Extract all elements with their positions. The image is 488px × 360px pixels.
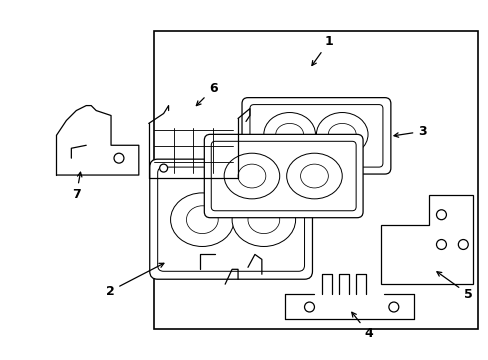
- FancyBboxPatch shape: [211, 141, 355, 211]
- Ellipse shape: [275, 123, 303, 145]
- Text: 6: 6: [196, 82, 217, 105]
- Polygon shape: [380, 195, 472, 284]
- Ellipse shape: [300, 164, 327, 188]
- Ellipse shape: [247, 206, 279, 234]
- FancyBboxPatch shape: [204, 134, 362, 218]
- Text: 1: 1: [311, 35, 333, 66]
- Ellipse shape: [170, 193, 234, 247]
- FancyBboxPatch shape: [149, 159, 312, 279]
- Text: 3: 3: [393, 125, 426, 138]
- Ellipse shape: [327, 123, 355, 145]
- Circle shape: [436, 210, 446, 220]
- Ellipse shape: [316, 113, 367, 156]
- Text: 7: 7: [72, 172, 81, 201]
- Ellipse shape: [264, 113, 315, 156]
- Circle shape: [114, 153, 123, 163]
- Ellipse shape: [232, 193, 295, 247]
- Text: 2: 2: [105, 263, 163, 298]
- Circle shape: [304, 302, 314, 312]
- Circle shape: [436, 239, 446, 249]
- FancyBboxPatch shape: [242, 98, 390, 174]
- Circle shape: [457, 239, 468, 249]
- Circle shape: [388, 302, 398, 312]
- Ellipse shape: [186, 206, 218, 234]
- Ellipse shape: [238, 164, 265, 188]
- FancyBboxPatch shape: [157, 167, 304, 271]
- Circle shape: [160, 164, 167, 172]
- FancyBboxPatch shape: [249, 105, 382, 167]
- Text: 5: 5: [436, 272, 472, 301]
- Text: 4: 4: [351, 312, 373, 340]
- Bar: [153, 31, 477, 329]
- Ellipse shape: [224, 153, 279, 199]
- Ellipse shape: [286, 153, 342, 199]
